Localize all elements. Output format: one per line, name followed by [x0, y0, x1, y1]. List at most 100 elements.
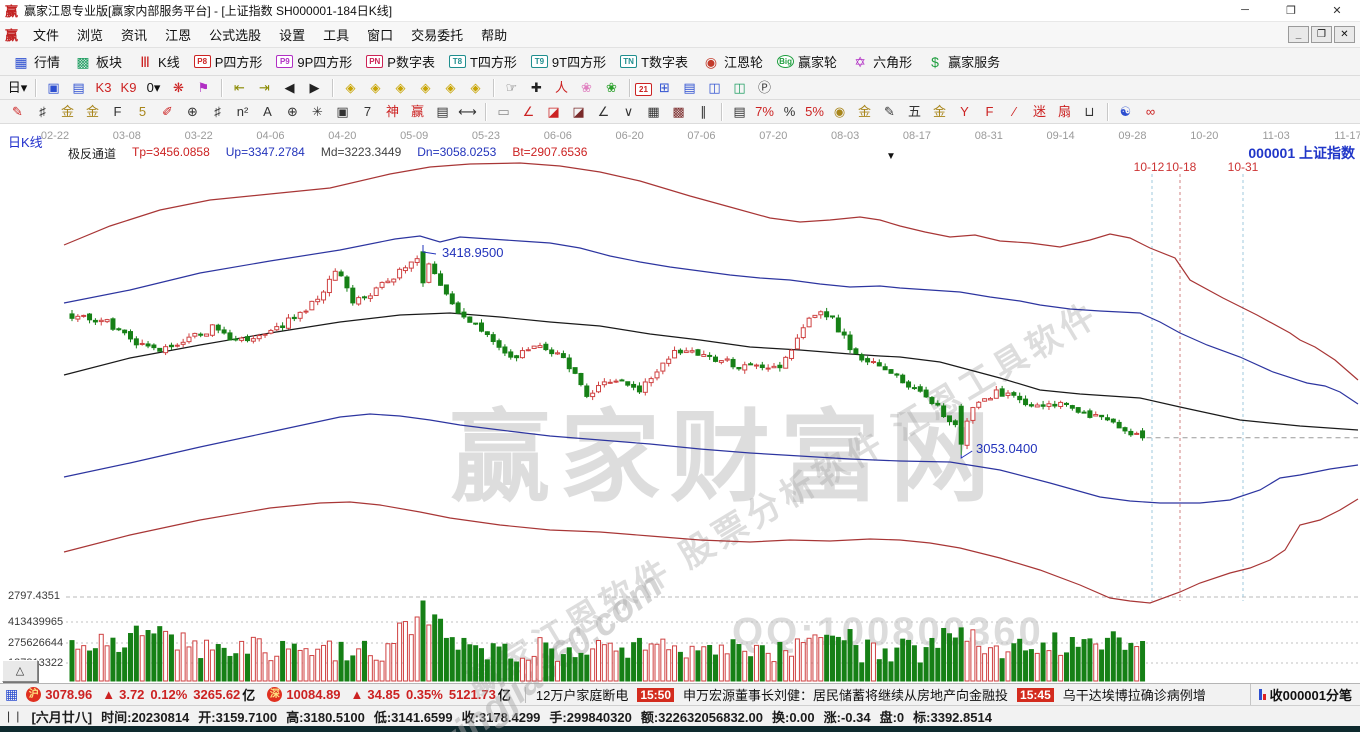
- jump-first-button[interactable]: ⇤: [227, 78, 252, 98]
- save-chart-button[interactable]: ◫: [727, 78, 752, 98]
- ying-tool-button[interactable]: 赢: [405, 102, 430, 122]
- menu-item[interactable]: 浏览: [77, 28, 104, 43]
- 9t-square-button[interactable]: T9 9T四方形: [524, 50, 613, 74]
- k3-pattern-button[interactable]: K3: [91, 78, 116, 98]
- mdi-close-button[interactable]: ✕: [1334, 26, 1355, 43]
- gold-angle-button[interactable]: 金: [927, 102, 952, 122]
- winner-service-button[interactable]: $ 赢家服务: [919, 50, 1007, 74]
- menu-item[interactable]: 文件: [33, 28, 60, 43]
- square-spiral-button[interactable]: ▣: [330, 102, 355, 122]
- menu-item[interactable]: 设置: [279, 28, 306, 43]
- fan-box-button[interactable]: ◪: [541, 102, 566, 122]
- gann-wheel-button[interactable]: ◉ 江恩轮: [695, 50, 770, 74]
- golden-grid-1-button[interactable]: 金: [55, 102, 80, 122]
- menu-item[interactable]: 工具: [323, 28, 350, 43]
- sectors-button[interactable]: ▩ 板块: [67, 50, 129, 74]
- gold-level-button[interactable]: 金: [852, 102, 877, 122]
- v-lines-button[interactable]: ∨: [616, 102, 641, 122]
- period-day-button[interactable]: 日▾: [5, 78, 30, 98]
- mdi-restore-button[interactable]: ❐: [1311, 26, 1332, 43]
- close-button[interactable]: ✕: [1332, 5, 1342, 17]
- gold-circle-button[interactable]: ◉: [827, 102, 852, 122]
- notebook-button[interactable]: ▤: [677, 78, 702, 98]
- circle-grid-button[interactable]: ▩: [666, 102, 691, 122]
- mdi-minimize-button[interactable]: _: [1288, 26, 1309, 43]
- shen-tool-button[interactable]: 神: [380, 102, 405, 122]
- taiji-button[interactable]: ☯: [1113, 102, 1138, 122]
- width-measure-button[interactable]: ⟷: [455, 102, 480, 122]
- pen-circle-button[interactable]: ✐: [155, 102, 180, 122]
- jump-last-button[interactable]: ⇥: [252, 78, 277, 98]
- winner-wheel-button[interactable]: Big 赢家轮: [770, 50, 844, 74]
- n-square-button[interactable]: n²: [230, 102, 255, 122]
- calendar-button[interactable]: 21: [635, 79, 652, 97]
- menu-item[interactable]: 帮助: [481, 28, 508, 43]
- golden-grid-2-button[interactable]: 金: [80, 102, 105, 122]
- diamond-left-button[interactable]: ◈: [338, 78, 363, 98]
- fan-angle-button[interactable]: 扇: [1052, 102, 1077, 122]
- seven-tool-button[interactable]: 7: [355, 102, 380, 122]
- menu-item[interactable]: 资讯: [121, 28, 148, 43]
- figure-button[interactable]: 人: [549, 78, 574, 98]
- pan-hand-button[interactable]: ☞: [499, 78, 524, 98]
- calculator-button[interactable]: ⊞: [652, 78, 677, 98]
- flower-button[interactable]: ❋: [166, 78, 191, 98]
- min-chart-button[interactable]: ▣: [41, 78, 66, 98]
- concave-tool-button[interactable]: ⊔: [1077, 102, 1102, 122]
- diamond-h-button[interactable]: ◈: [388, 78, 413, 98]
- quotes-button[interactable]: ▦ 行情: [5, 50, 67, 74]
- expand-pane-button[interactable]: △: [2, 660, 38, 682]
- cycle-grid-button[interactable]: ♯: [205, 102, 230, 122]
- angle-a-button[interactable]: A: [255, 102, 280, 122]
- quote-table-icon[interactable]: ▦: [5, 686, 19, 702]
- slant-line-button[interactable]: ∕: [1002, 102, 1027, 122]
- diamond-cross-button[interactable]: ◈: [463, 78, 488, 98]
- chart-canvas[interactable]: 赢家财富网 赢家江恩软件 股票分析软件 江恩工具软件 www.yingjia36…: [0, 124, 1360, 732]
- spiral-tool-button[interactable]: 5: [130, 102, 155, 122]
- restore-button[interactable]: ❐: [1286, 5, 1296, 17]
- brain-green-button[interactable]: ❀: [599, 78, 624, 98]
- crosshair-button[interactable]: ✚: [524, 78, 549, 98]
- gann-compass-button[interactable]: ⊕: [180, 102, 205, 122]
- ray-fan-button[interactable]: ∠: [516, 102, 541, 122]
- t-number-table-button[interactable]: TN T数字表: [613, 50, 695, 74]
- brush-tool-button[interactable]: ✎: [877, 102, 902, 122]
- multi-ray-button[interactable]: ∠: [591, 102, 616, 122]
- percent-7-button[interactable]: 7%: [752, 102, 777, 122]
- color-flag-button[interactable]: ⚑: [191, 78, 216, 98]
- save-disk-button[interactable]: ◫: [702, 78, 727, 98]
- y-angle-button[interactable]: Y: [952, 102, 977, 122]
- minimize-button[interactable]: ─: [1241, 4, 1249, 16]
- stats-list-button[interactable]: ▤: [727, 102, 752, 122]
- pen-tool-button[interactable]: ✎: [5, 102, 30, 122]
- 9p-square-button[interactable]: P9 9P四方形: [269, 50, 359, 74]
- mi-angle-button[interactable]: 迷: [1027, 102, 1052, 122]
- diamond-right-button[interactable]: ◈: [363, 78, 388, 98]
- info-view-button[interactable]: ▤: [66, 78, 91, 98]
- chart-svg[interactable]: [0, 124, 1360, 683]
- ruler-grid-button[interactable]: ▤: [430, 102, 455, 122]
- diamond-plus-button[interactable]: ◈: [438, 78, 463, 98]
- p-square-button[interactable]: P8 P四方形: [187, 50, 270, 74]
- percent-button[interactable]: %: [777, 102, 802, 122]
- menu-item[interactable]: 交易委托: [411, 28, 464, 43]
- zero-dropdown-button[interactable]: 0▾: [141, 78, 166, 98]
- box-frame-button[interactable]: ▭: [491, 102, 516, 122]
- menu-item[interactable]: 公式选股: [209, 28, 262, 43]
- f-angle-button[interactable]: F: [977, 102, 1002, 122]
- tick-panel-button[interactable]: 收000001分笔: [1249, 684, 1360, 705]
- step-back-button[interactable]: ◀: [277, 78, 302, 98]
- diamond-compress-button[interactable]: ◈: [413, 78, 438, 98]
- gann-circle-button[interactable]: ⊕: [280, 102, 305, 122]
- big-grid-button[interactable]: ▦: [641, 102, 666, 122]
- step-forward-button[interactable]: ▶: [302, 78, 327, 98]
- parallel-lines-button[interactable]: ∥: [691, 102, 716, 122]
- fan-dark-button[interactable]: ◪: [566, 102, 591, 122]
- five-line-button[interactable]: 五: [902, 102, 927, 122]
- t-square-button[interactable]: T8 T四方形: [442, 50, 524, 74]
- hexagon-button[interactable]: ✡ 六角形: [844, 50, 919, 74]
- p-number-table-button[interactable]: PN P数字表: [359, 50, 442, 74]
- menu-item[interactable]: 江恩: [165, 28, 192, 43]
- print-button[interactable]: Ⓟ: [752, 78, 777, 98]
- star-lines-button[interactable]: ✳: [305, 102, 330, 122]
